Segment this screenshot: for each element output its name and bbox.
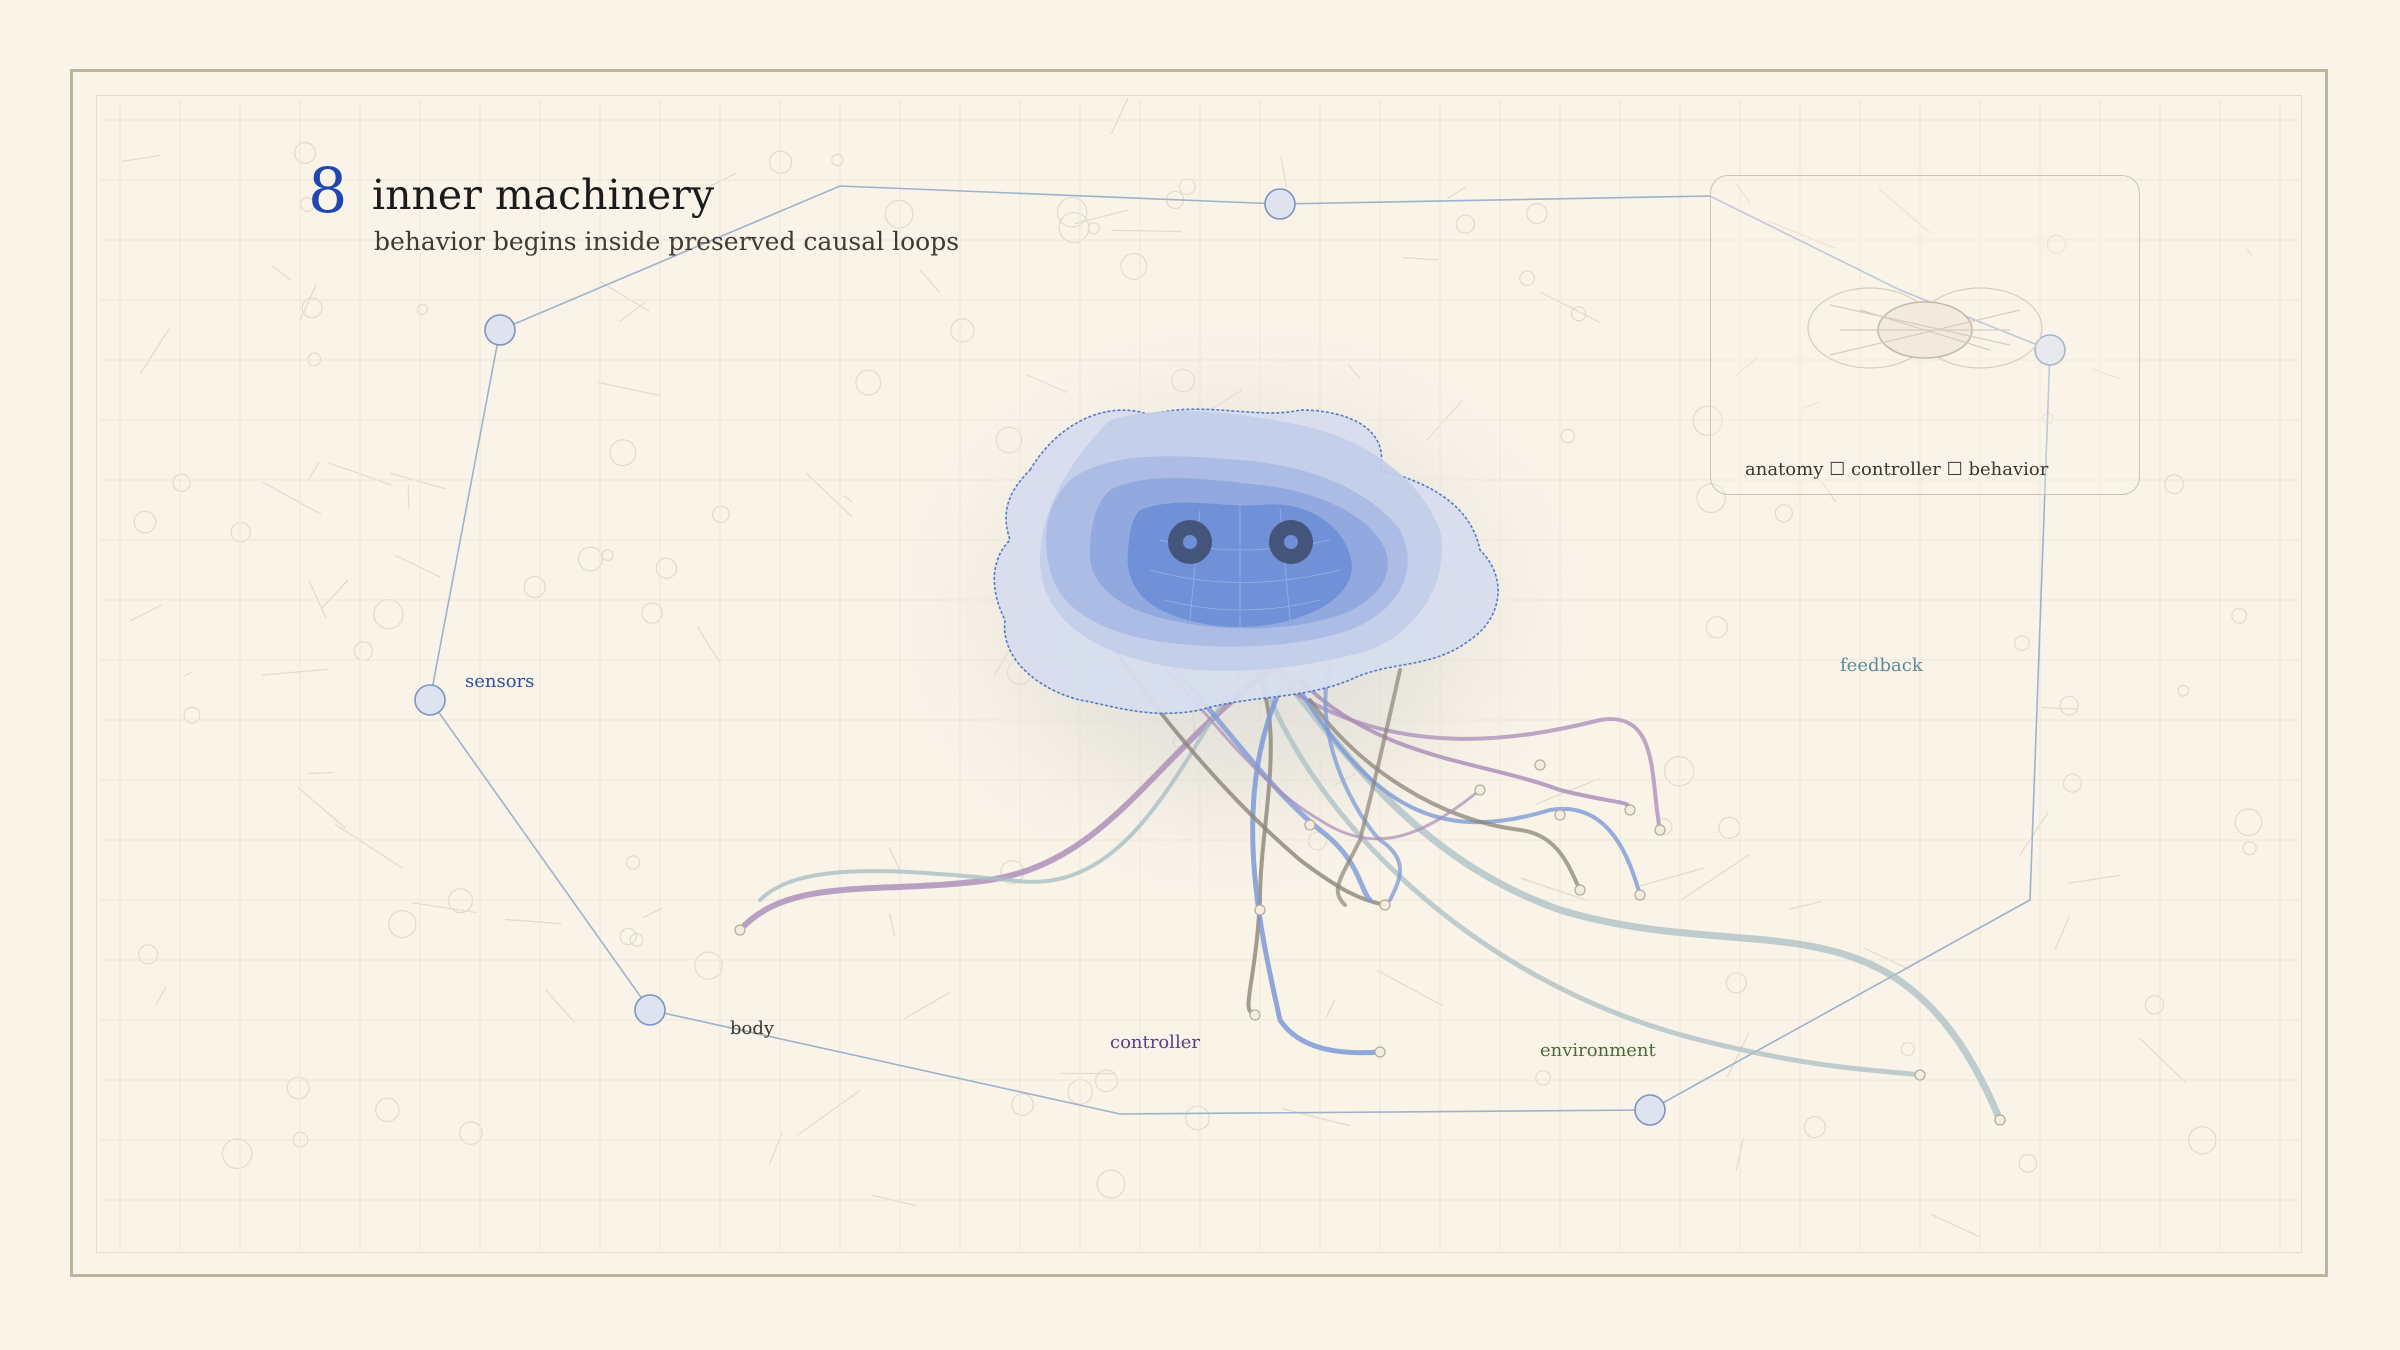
- label-controller: controller: [1110, 1032, 1200, 1053]
- label-sensors: sensors: [465, 671, 535, 692]
- tentacle-nodes: [734, 759, 2006, 1126]
- causal-loop-line: [429, 185, 2051, 1115]
- tentacle-node: [1994, 1114, 2006, 1126]
- organism-body: [993, 408, 1499, 715]
- page-title: inner machinery: [372, 171, 715, 219]
- right-pupil: [1284, 535, 1298, 549]
- loop-node-body: [634, 994, 666, 1026]
- loop-node-sensors: [414, 684, 446, 716]
- tentacle-node: [1379, 899, 1391, 911]
- tentacle: [1257, 667, 1923, 1078]
- tentacle-node: [1914, 1069, 1926, 1081]
- tentacle-node: [1554, 809, 1566, 821]
- tentacle-node: [734, 924, 746, 936]
- tentacle: [1308, 698, 1582, 892]
- left-pupil: [1183, 535, 1197, 549]
- inset-caption: anatomy ☐ controller ☐ behavior: [1745, 459, 2049, 480]
- loop-node-environment: [1634, 1094, 1666, 1126]
- inner-frame: [96, 95, 2302, 1253]
- tentacle-node: [1474, 784, 1486, 796]
- inset-anatomy-sketch: [1807, 287, 2043, 369]
- tentacle: [1298, 688, 1642, 897]
- tentacle-node: [1254, 904, 1266, 916]
- label-feedback: feedback: [1840, 655, 1923, 676]
- loop-node-top: [1264, 188, 1296, 220]
- outer-frame: [70, 69, 2328, 1277]
- loop-node-feedback: [2034, 334, 2066, 366]
- chapter-number: 8: [308, 154, 348, 227]
- background-texture: [121, 97, 2263, 1238]
- tentacle-node: [1624, 804, 1636, 816]
- loop-node-upper-left: [484, 314, 516, 346]
- tentacle-node: [1534, 759, 1546, 771]
- bell-mesh: [1149, 505, 1341, 630]
- tentacle-node: [1574, 884, 1586, 896]
- tentacle-node: [1634, 889, 1646, 901]
- tentacle-node: [1304, 819, 1316, 831]
- tentacle: [1323, 663, 1402, 902]
- tentacle: [1250, 687, 1383, 1056]
- page-subtitle: behavior begins inside preserved causal …: [374, 227, 960, 256]
- tentacles: [737, 608, 2004, 1124]
- label-body: body: [730, 1018, 775, 1039]
- tentacle-node: [1654, 824, 1666, 836]
- label-environment: environment: [1540, 1040, 1656, 1061]
- tentacle: [1335, 668, 1402, 907]
- tentacle: [1288, 688, 1662, 832]
- tentacle-node: [1249, 1009, 1261, 1021]
- tentacle-node: [1374, 1046, 1386, 1058]
- inset-panel: [1710, 175, 2140, 495]
